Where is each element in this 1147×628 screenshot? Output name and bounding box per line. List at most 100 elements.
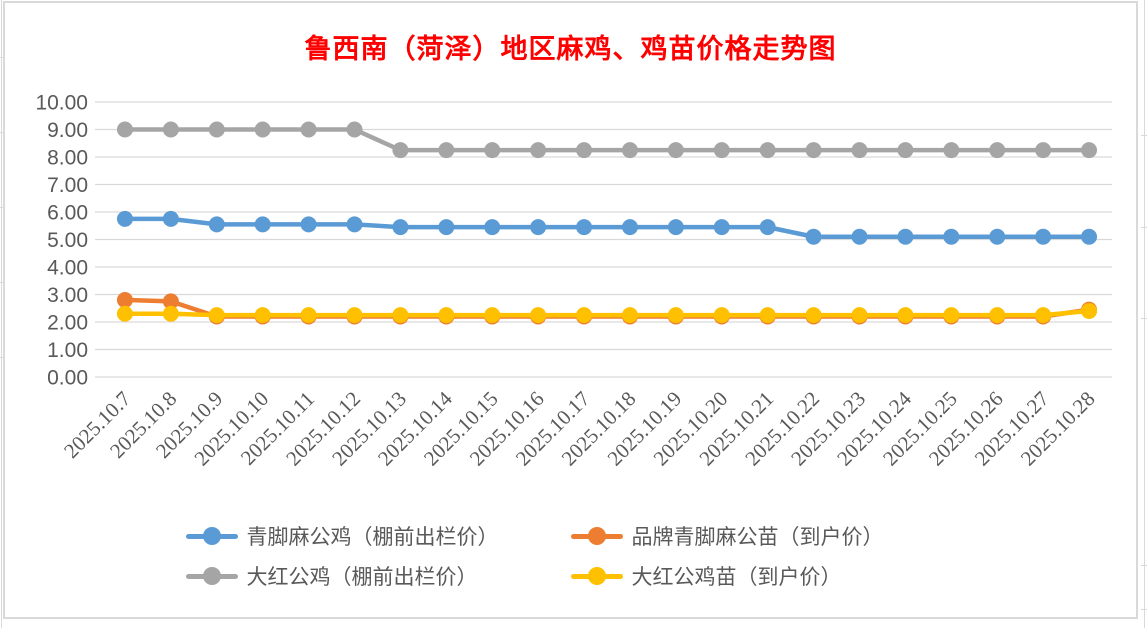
- legend-line-marker-icon: [185, 567, 238, 585]
- data-point: [392, 307, 409, 324]
- data-point: [667, 307, 684, 324]
- data-point: [713, 307, 730, 324]
- series-line: [122, 216, 1092, 239]
- data-point: [116, 121, 133, 138]
- series-line: [122, 127, 1092, 153]
- chart-object[interactable]: 鲁西南（菏泽）地区麻鸡、鸡苗价格走势图 0.00 1.00 2.00 3.00 4.00…: [3, 1, 1138, 619]
- data-point: [621, 307, 638, 324]
- sheet-gridline-stub: [1141, 227, 1147, 228]
- data-point: [392, 219, 409, 236]
- data-point: [713, 219, 730, 236]
- data-point: [300, 121, 317, 138]
- data-point: [713, 142, 730, 159]
- data-point: [438, 142, 455, 159]
- sheet-gridline-stub: [0, 57, 4, 58]
- sheet-gridline-left-vertical: [1, 0, 2, 628]
- y-tick-label: 4.00: [47, 257, 88, 280]
- sheet-gridline-stub: [1141, 135, 1147, 136]
- data-point: [484, 142, 501, 159]
- data-point: [897, 307, 914, 324]
- legend-label: 大红公鸡苗（到户价）: [631, 565, 842, 589]
- data-point: [943, 142, 960, 159]
- data-point: [392, 142, 409, 159]
- data-point: [1035, 307, 1052, 324]
- data-point: [208, 307, 225, 324]
- legend-label: 品牌青脚麻公苗（到户价）: [631, 525, 884, 549]
- y-tick-label: 10.00: [35, 92, 88, 115]
- data-point: [943, 307, 960, 324]
- data-point: [530, 219, 547, 236]
- data-point: [851, 142, 868, 159]
- y-tick-label: 3.00: [47, 284, 88, 307]
- plot-svg: 0.00 1.00 2.00 3.00 4.00 5.00 6.00 7.00 8.00 9.00…: [35, 92, 1112, 470]
- data-point: [805, 228, 822, 245]
- data-point: [897, 142, 914, 159]
- data-point: [346, 216, 363, 233]
- data-point: [667, 142, 684, 159]
- y-tick-label: 0.00: [47, 367, 88, 390]
- data-point: [438, 307, 455, 324]
- sheet-gridline-right-vertical: [1144, 0, 1145, 628]
- sheet-gridline-stub: [0, 282, 4, 283]
- data-point: [530, 307, 547, 324]
- y-axis-labels: 0.00 1.00 2.00 3.00 4.00 5.00 6.00 7.00 8.00 9.00…: [35, 92, 88, 390]
- series-0: [116, 210, 1098, 245]
- data-point: [1035, 228, 1052, 245]
- sheet-gridline-stub: [1141, 565, 1147, 566]
- data-point: [667, 219, 684, 236]
- data-point: [162, 293, 179, 310]
- data-point: [484, 307, 501, 324]
- legend-label: 大红公鸡（棚前出栏价）: [246, 565, 478, 589]
- data-point: [1081, 228, 1098, 245]
- data-point: [162, 121, 179, 138]
- legend-line-marker-icon: [570, 527, 623, 545]
- data-point: [438, 219, 455, 236]
- data-point: [208, 121, 225, 138]
- data-point: [346, 121, 363, 138]
- data-point: [989, 307, 1006, 324]
- chart-legend: 青脚麻公鸡（棚前出栏价） 品牌青脚麻公苗（到户价） 大红公鸡（棚前出栏价） 大红公鸡苗…: [185, 519, 956, 593]
- legend-line-marker-icon: [185, 527, 238, 545]
- sheet-gridline-stub: [0, 357, 4, 358]
- data-point: [162, 305, 179, 322]
- data-point: [576, 307, 593, 324]
- data-point: [943, 228, 960, 245]
- sheet-gridline-stub: [1141, 318, 1147, 319]
- data-point: [530, 142, 547, 159]
- data-point: [759, 307, 776, 324]
- data-point: [254, 307, 271, 324]
- y-tick-label: 7.00: [47, 174, 88, 197]
- legend-item-2: 大红公鸡（棚前出栏价）: [185, 559, 571, 593]
- data-point: [1081, 142, 1098, 159]
- data-point: [1081, 303, 1098, 319]
- x-axis-labels: 2025.10.72025.10.82025.10.92025.10.10202…: [59, 386, 1099, 470]
- sheet-gridline-stub: [0, 132, 4, 133]
- y-tick-label: 6.00: [47, 202, 88, 225]
- data-point: [759, 142, 776, 159]
- gridlines: [95, 101, 1112, 378]
- y-tick-label: 8.00: [47, 147, 88, 170]
- data-point: [116, 305, 133, 322]
- legend-item-1: 品牌青脚麻公苗（到户价）: [570, 519, 956, 553]
- data-point: [805, 307, 822, 324]
- legend-item-0: 青脚麻公鸡（棚前出栏价）: [185, 519, 571, 553]
- data-point: [759, 219, 776, 236]
- data-point: [576, 219, 593, 236]
- data-point: [621, 142, 638, 159]
- data-point: [1035, 142, 1052, 159]
- data-point: [851, 307, 868, 324]
- y-tick-label: 5.00: [47, 229, 88, 252]
- legend-label: 青脚麻公鸡（棚前出栏价）: [246, 525, 499, 549]
- series-line: [122, 308, 1092, 318]
- y-tick-label: 1.00: [47, 339, 88, 362]
- data-point: [300, 307, 317, 324]
- data-point: [805, 142, 822, 159]
- legend-item-3: 大红公鸡苗（到户价）: [570, 559, 956, 593]
- series-2: [116, 121, 1098, 159]
- data-point: [116, 210, 133, 227]
- data-point: [897, 228, 914, 245]
- data-point: [484, 219, 501, 236]
- data-point: [346, 307, 363, 324]
- data-point: [576, 142, 593, 159]
- legend-line-marker-icon: [570, 567, 623, 585]
